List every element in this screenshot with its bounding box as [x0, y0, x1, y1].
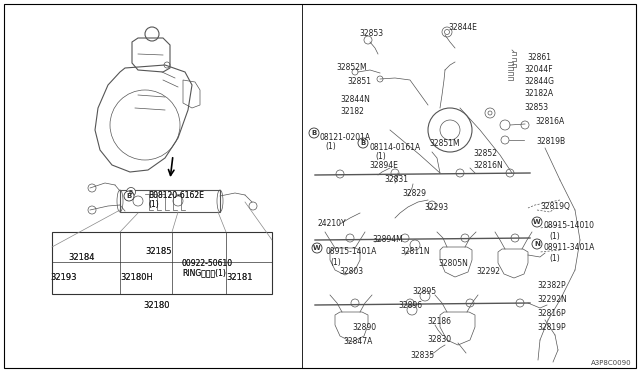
Text: 32181: 32181	[226, 273, 253, 282]
Circle shape	[532, 239, 542, 249]
Circle shape	[309, 128, 319, 138]
Text: 32844G: 32844G	[524, 77, 554, 87]
Text: 32819Q: 32819Q	[540, 202, 570, 211]
Text: 32803: 32803	[339, 267, 363, 276]
Text: 32896: 32896	[398, 301, 422, 311]
Text: B: B	[312, 130, 317, 136]
Text: B08120-6162E: B08120-6162E	[148, 192, 204, 201]
Text: 32851M: 32851M	[429, 138, 460, 148]
Text: 00922-50610: 00922-50610	[182, 259, 233, 267]
Circle shape	[312, 243, 322, 253]
Bar	[52, 232, 272, 294]
Circle shape	[127, 187, 136, 196]
Text: 24210Y: 24210Y	[317, 219, 346, 228]
Text: 32835: 32835	[410, 352, 434, 360]
Text: 32894M: 32894M	[372, 235, 403, 244]
Text: 32816P: 32816P	[537, 308, 566, 317]
Text: 32851: 32851	[347, 77, 371, 87]
Text: 32184: 32184	[68, 253, 95, 263]
Text: W: W	[313, 245, 321, 251]
Text: 08121-0201A: 08121-0201A	[320, 132, 371, 141]
Text: 32292: 32292	[476, 267, 500, 276]
Text: 32182A: 32182A	[524, 90, 553, 99]
Text: 32180H: 32180H	[120, 273, 153, 282]
Text: N: N	[534, 241, 540, 247]
Text: 32181: 32181	[226, 273, 253, 282]
Text: 32852M: 32852M	[336, 64, 367, 73]
Text: B: B	[126, 193, 132, 199]
Circle shape	[358, 138, 368, 148]
Text: 32193: 32193	[50, 273, 77, 282]
Text: 32811N: 32811N	[400, 247, 429, 257]
Text: 32895: 32895	[412, 286, 436, 295]
Text: 32829: 32829	[402, 189, 426, 198]
Text: 32292N: 32292N	[537, 295, 567, 305]
Text: W: W	[533, 219, 541, 225]
Text: B: B	[129, 189, 133, 195]
Text: 32044F: 32044F	[524, 65, 552, 74]
Circle shape	[124, 191, 134, 201]
Text: (1): (1)	[549, 231, 560, 241]
Text: 32293: 32293	[424, 203, 448, 212]
Text: A3P8C0090: A3P8C0090	[591, 360, 632, 366]
Text: 32184: 32184	[68, 253, 95, 263]
Text: 08915-14010: 08915-14010	[544, 221, 595, 231]
Text: RINGリング(1): RINGリング(1)	[182, 269, 226, 278]
Bar	[120, 190, 220, 212]
Text: 32180H: 32180H	[120, 273, 153, 282]
Text: 32844N: 32844N	[340, 94, 370, 103]
Text: (1): (1)	[549, 253, 560, 263]
Text: 32382P: 32382P	[537, 282, 566, 291]
Text: 32180: 32180	[143, 301, 170, 310]
Text: 08911-3401A: 08911-3401A	[544, 244, 595, 253]
Text: RINGリング(1): RINGリング(1)	[182, 269, 226, 278]
Text: 32182: 32182	[340, 106, 364, 115]
Text: 32830: 32830	[427, 336, 451, 344]
Text: 32894E: 32894E	[369, 161, 398, 170]
Text: 00922-50610: 00922-50610	[182, 259, 233, 267]
Text: (1): (1)	[375, 153, 386, 161]
Text: B: B	[360, 140, 365, 146]
Text: 08114-0161A: 08114-0161A	[370, 142, 421, 151]
Text: 32816N: 32816N	[473, 161, 503, 170]
Text: 32805N: 32805N	[438, 260, 468, 269]
Text: 32853: 32853	[524, 103, 548, 112]
Text: (1): (1)	[325, 142, 336, 151]
Text: (1): (1)	[330, 257, 340, 266]
Text: 32819P: 32819P	[537, 323, 566, 331]
Text: 32180: 32180	[143, 301, 170, 310]
Text: 32852: 32852	[473, 148, 497, 157]
Text: 32185: 32185	[145, 247, 172, 256]
Text: 32890: 32890	[352, 324, 376, 333]
Text: (1): (1)	[148, 201, 159, 209]
Circle shape	[532, 217, 542, 227]
Text: 32847A: 32847A	[343, 337, 372, 346]
Text: 32185: 32185	[145, 247, 172, 256]
Text: 32193: 32193	[50, 273, 77, 282]
Text: 32844E: 32844E	[448, 22, 477, 32]
Text: (1): (1)	[148, 201, 159, 209]
Text: B08120-6162E: B08120-6162E	[148, 192, 204, 201]
Text: 32186: 32186	[427, 317, 451, 326]
Text: 32819B: 32819B	[536, 137, 565, 145]
Text: 32853: 32853	[359, 29, 383, 38]
Text: 08915-1401A: 08915-1401A	[325, 247, 376, 257]
Text: 32861: 32861	[527, 52, 551, 61]
Text: 32831: 32831	[384, 176, 408, 185]
Text: 32816A: 32816A	[535, 116, 564, 125]
